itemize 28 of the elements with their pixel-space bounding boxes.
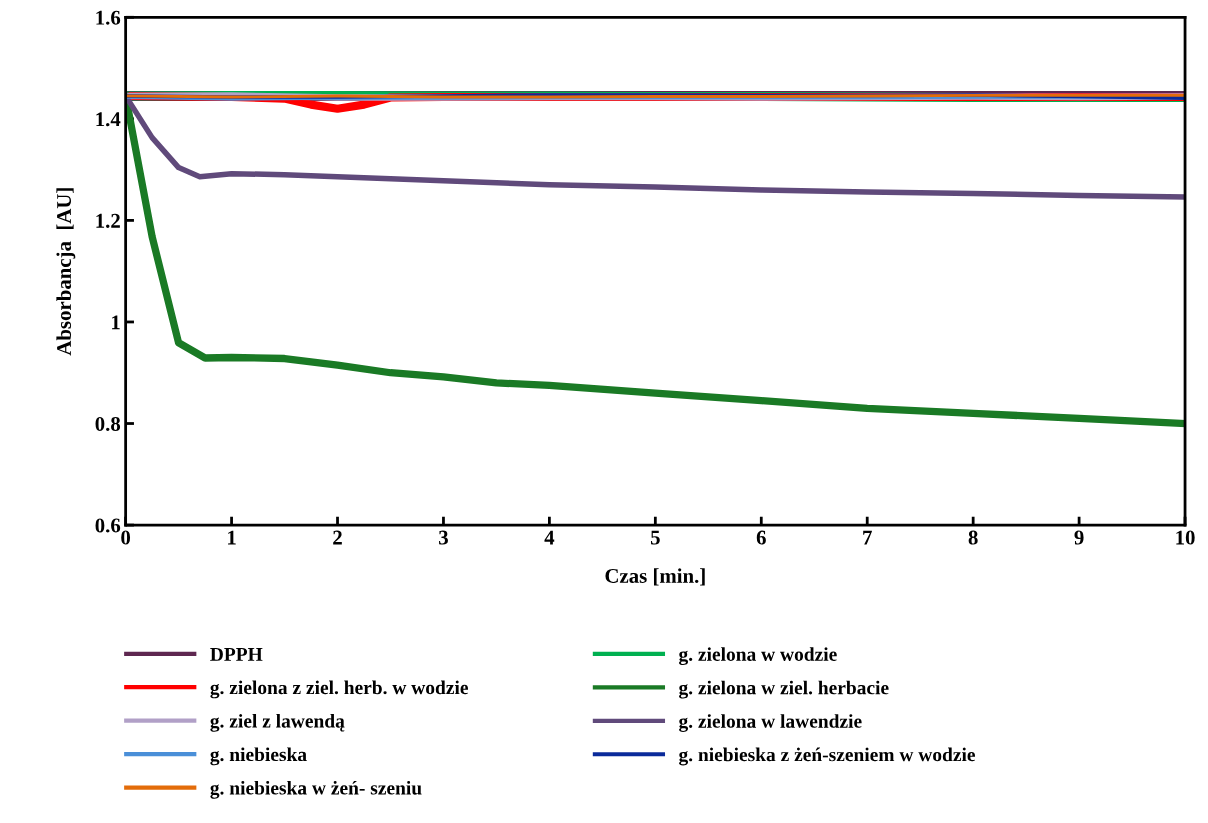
y-tick-label: 1.4: [96, 112, 121, 127]
legend-label: g. zielona w lawendzie: [679, 714, 862, 732]
x-tick-label: 7: [863, 530, 872, 545]
x-tick-label: 9: [1074, 530, 1084, 545]
y-tick-label: 1.2: [96, 213, 120, 228]
y-tick-label: 0.6: [95, 518, 121, 533]
x-tick-label: 3: [439, 530, 448, 545]
y-tick-label: 1.6: [96, 10, 121, 25]
y-tick-label: 0.8: [95, 416, 121, 432]
x-axis-title: Czas [min.]: [605, 568, 705, 586]
legend-label: g. zielona w ziel. herbacie: [679, 680, 889, 699]
y-tick-label: 1: [112, 315, 120, 330]
legend-label: g. niebieska w żeń- szeniu: [210, 780, 422, 799]
x-tick-label: 6: [756, 530, 766, 545]
y-axis-title: Absorbancja [AU]: [56, 188, 76, 356]
x-tick-label: 10: [1176, 530, 1195, 545]
x-tick-label: 2: [333, 530, 342, 545]
x-tick-label: 5: [650, 530, 660, 545]
legend-label: g. zielona z ziel. herb. w wodzie: [210, 680, 468, 699]
x-tick-label: 8: [968, 530, 978, 545]
legend-label: g. niebieska z żeń-szeniem w wodzie: [679, 747, 976, 766]
legend-label: g. ziel z lawendą: [210, 713, 345, 732]
x-tick-label: 0: [121, 530, 131, 545]
legend-label: DPPH: [210, 647, 263, 661]
legend-label: g. niebieska: [210, 747, 307, 766]
legend-label: g. zielona w wodzie: [679, 647, 837, 665]
x-tick-label: 1: [228, 530, 236, 545]
x-tick-label: 4: [544, 530, 555, 545]
